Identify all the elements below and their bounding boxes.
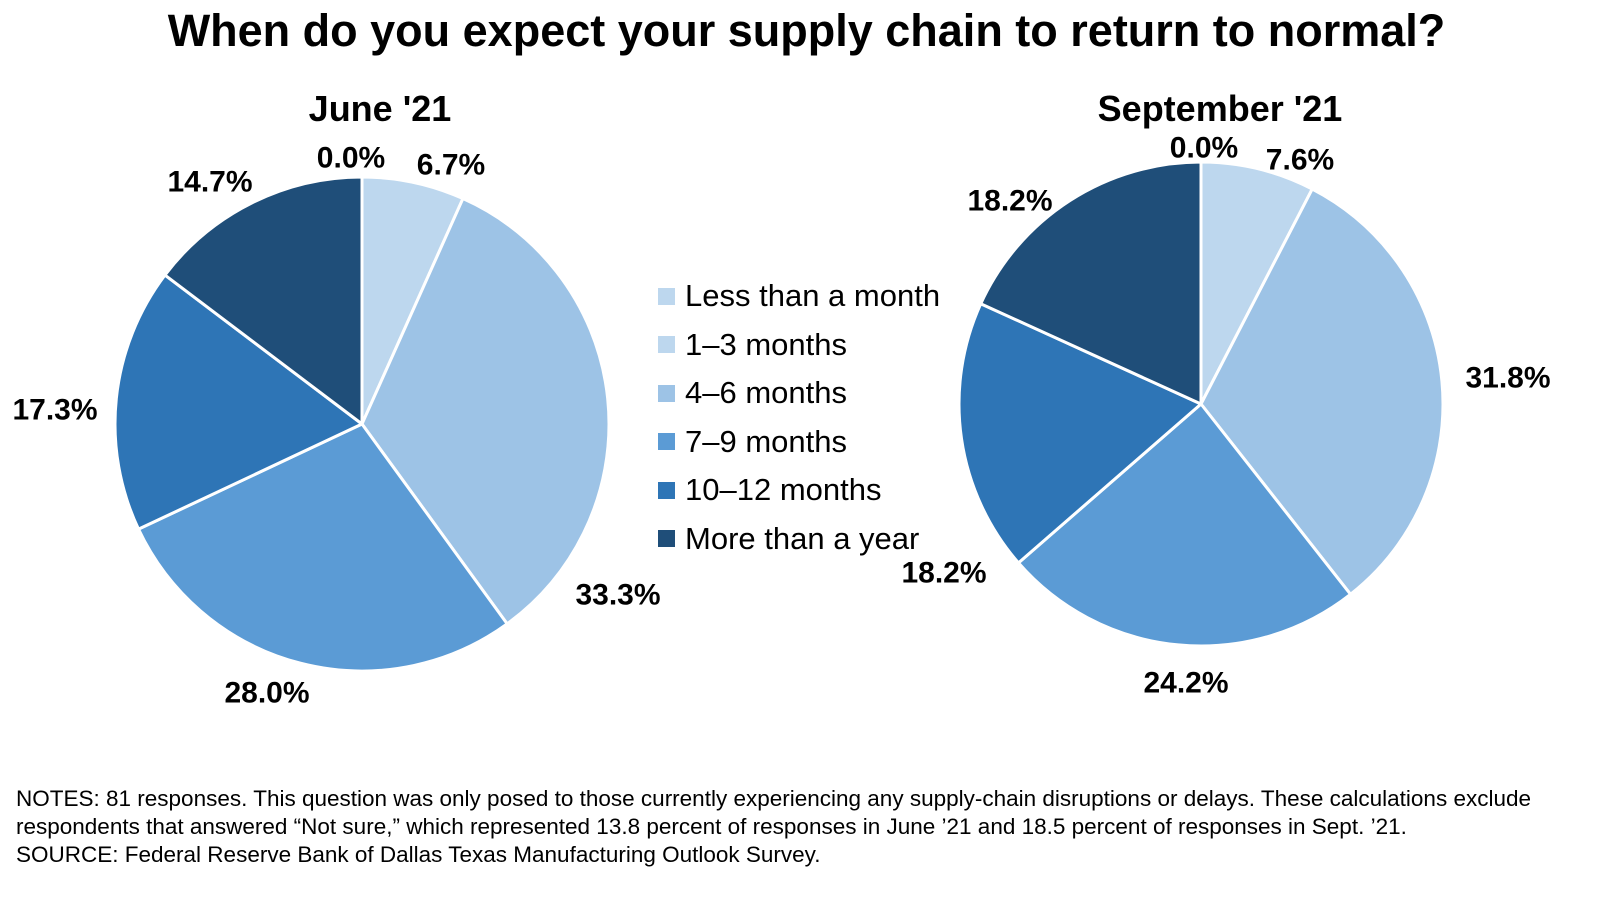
data-label-1-3-months: 6.7%: [417, 149, 485, 182]
pie-slice-more-than-a-year: [163, 175, 364, 426]
legend-item: More than a year: [658, 515, 940, 564]
data-label-4-6-months: 33.3%: [575, 579, 660, 612]
data-label-more-than-a-year: 14.7%: [167, 166, 252, 199]
data-label-less-than-a-month: 0.0%: [317, 142, 385, 175]
legend-item: Less than a month: [658, 272, 940, 321]
pie-slice-1-3-months: [1199, 160, 1314, 406]
legend-label: Less than a month: [685, 278, 941, 314]
legend-swatch: [658, 287, 675, 305]
legend-item: 4–6 months: [658, 369, 940, 418]
data-label-less-than-a-month: 0.0%: [1170, 132, 1238, 165]
legend: Less than a month 1–3 months 4–6 months …: [658, 272, 940, 563]
pie-june: 0.0% 6.7% 33.3% 28.0% 17.3% 14.7%: [12, 142, 660, 710]
pie-title-september: September '21: [1097, 88, 1343, 129]
legend-label: 1–3 months: [685, 326, 847, 362]
source-text: SOURCE: Federal Reserve Bank of Dallas T…: [16, 842, 821, 867]
legend-swatch: [658, 433, 675, 451]
legend-swatch: [658, 336, 675, 354]
data-label-more-than-a-year: 18.2%: [967, 185, 1052, 218]
legend-label: 7–9 months: [685, 423, 847, 459]
data-label-7-9-months: 24.2%: [1143, 667, 1228, 700]
pie-title-june: June '21: [308, 88, 452, 129]
chart-title: When do you expect your supply chain to …: [167, 5, 1446, 56]
legend-swatch: [658, 481, 675, 499]
legend-swatch: [658, 530, 675, 548]
legend-item: 7–9 months: [658, 418, 940, 467]
legend-label: More than a year: [685, 520, 920, 556]
notes: NOTES: 81 responses. This question was o…: [16, 785, 1596, 869]
data-label-10-12-months: 18.2%: [901, 557, 986, 590]
pie-slice-7-9-months: [1016, 402, 1353, 648]
pie-september: 0.0% 7.6% 31.8% 24.2% 18.2% 18.2%: [901, 132, 1550, 700]
legend-swatch: [658, 384, 675, 402]
data-label-7-9-months: 28.0%: [224, 677, 309, 710]
data-label-1-3-months: 7.6%: [1266, 144, 1334, 177]
pie-slice-10-12-months: [957, 302, 1203, 565]
legend-item: 1–3 months: [658, 321, 940, 370]
pie-slice-10-12-months: [113, 273, 364, 531]
legend-label: 10–12 months: [685, 472, 882, 508]
notes-text: NOTES: 81 responses. This question was o…: [16, 786, 1531, 839]
legend-item: 10–12 months: [658, 466, 940, 515]
legend-label: 4–6 months: [685, 375, 847, 411]
pie-slice-4-6-months: [360, 197, 611, 626]
data-label-10-12-months: 17.3%: [12, 394, 97, 427]
data-label-4-6-months: 31.8%: [1465, 362, 1550, 395]
pie-slice-7-9-months: [137, 422, 509, 673]
pie-slice-more-than-a-year: [979, 160, 1203, 406]
pie-slice-4-6-months: [1199, 187, 1445, 596]
